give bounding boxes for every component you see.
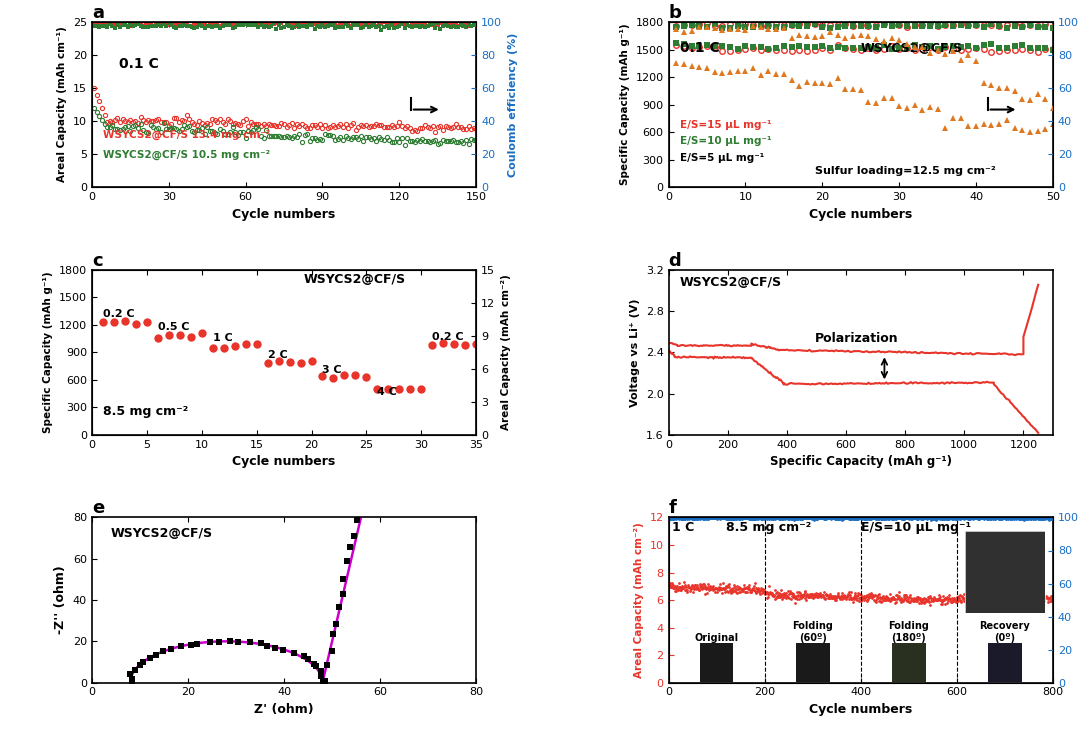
Text: 4 C: 4 C (377, 387, 397, 396)
X-axis label: Cycle numbers: Cycle numbers (809, 703, 913, 716)
X-axis label: Cycle numbers: Cycle numbers (809, 208, 913, 221)
Text: Polarization: Polarization (814, 333, 899, 346)
X-axis label: Cycle numbers: Cycle numbers (232, 208, 336, 221)
Y-axis label: Coulomb efficiency (%): Coulomb efficiency (%) (508, 32, 517, 177)
Text: 0.5 C: 0.5 C (158, 322, 189, 333)
Text: Sulfur loading=12.5 mg cm⁻²: Sulfur loading=12.5 mg cm⁻² (814, 166, 996, 176)
Text: WSYCS2@CF/S: WSYCS2@CF/S (303, 273, 405, 286)
Y-axis label: Areal Capacity (mAh cm⁻²): Areal Capacity (mAh cm⁻²) (501, 275, 511, 430)
Y-axis label: Voltage vs Li⁺ (V): Voltage vs Li⁺ (V) (631, 298, 640, 407)
X-axis label: Specific Capacity (mAh g⁻¹): Specific Capacity (mAh g⁻¹) (770, 455, 951, 468)
Text: e: e (92, 499, 104, 517)
X-axis label: Z' (ohm): Z' (ohm) (254, 703, 314, 716)
Y-axis label: Specific Capacity (mAh g⁻¹): Specific Capacity (mAh g⁻¹) (43, 272, 53, 433)
Text: 8.5 mg cm⁻²: 8.5 mg cm⁻² (104, 405, 189, 418)
Text: WSYCS2@CF/S 13.4 mg cm⁻²: WSYCS2@CF/S 13.4 mg cm⁻² (104, 130, 271, 140)
Text: 1 C: 1 C (673, 520, 694, 534)
Text: 0.2 C: 0.2 C (432, 333, 464, 342)
Text: E/S=10 μL mg⁻¹: E/S=10 μL mg⁻¹ (680, 137, 771, 146)
X-axis label: Cycle numbers: Cycle numbers (232, 455, 336, 468)
Text: 2 C: 2 C (268, 350, 287, 360)
Y-axis label: Areal Capacity (mAh cm⁻²): Areal Capacity (mAh cm⁻²) (634, 522, 644, 678)
FancyBboxPatch shape (796, 644, 829, 682)
Text: b: b (669, 4, 681, 22)
Text: 3 C: 3 C (323, 365, 342, 374)
Y-axis label: Specific Capacity (mAh g⁻¹): Specific Capacity (mAh g⁻¹) (620, 23, 630, 186)
Text: a: a (92, 4, 104, 22)
Text: Folding
(60º): Folding (60º) (793, 621, 833, 643)
Text: E/S=5 μL mg⁻¹: E/S=5 μL mg⁻¹ (680, 153, 765, 163)
Text: 8.5 mg cm⁻²: 8.5 mg cm⁻² (726, 520, 811, 534)
Text: c: c (92, 252, 103, 269)
FancyBboxPatch shape (988, 644, 1022, 682)
Text: Folding
(180º): Folding (180º) (889, 621, 929, 643)
Text: E/S=15 μL mg⁻¹: E/S=15 μL mg⁻¹ (680, 120, 771, 130)
Text: Original: Original (694, 633, 739, 643)
Text: 0.1 C: 0.1 C (119, 57, 159, 71)
FancyBboxPatch shape (892, 644, 926, 682)
Text: E/S=10 μL mg⁻¹: E/S=10 μL mg⁻¹ (861, 520, 971, 534)
Text: d: d (669, 252, 681, 269)
Text: 0.1 C: 0.1 C (680, 41, 719, 55)
Text: Recovery
(0º): Recovery (0º) (980, 621, 1030, 643)
Text: WSYCS2@CF/S: WSYCS2@CF/S (680, 276, 782, 289)
Y-axis label: Areal Capacity (mAh cm⁻¹): Areal Capacity (mAh cm⁻¹) (57, 26, 67, 183)
Text: f: f (669, 499, 676, 517)
Text: 0.2 C: 0.2 C (103, 310, 134, 319)
FancyBboxPatch shape (700, 644, 733, 682)
Text: WSYCS2@CF/S: WSYCS2@CF/S (861, 42, 963, 55)
Y-axis label: -Z'' (ohm): -Z'' (ohm) (54, 566, 67, 634)
Text: WSYCS2@CF/S: WSYCS2@CF/S (111, 527, 213, 540)
Text: WSYCS2@CF/S 10.5 mg cm⁻²: WSYCS2@CF/S 10.5 mg cm⁻² (104, 150, 270, 160)
Text: 1 C: 1 C (213, 333, 232, 344)
